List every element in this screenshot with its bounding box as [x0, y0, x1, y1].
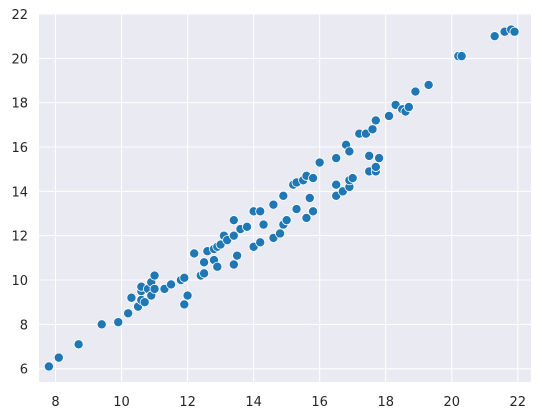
scatter-point [258, 219, 269, 230]
scatter-point [126, 292, 137, 303]
scatter-point [291, 204, 302, 215]
scatter-point [314, 157, 325, 168]
scatter-point [364, 150, 375, 161]
x-tick-label: 20 [443, 395, 460, 410]
scatter-point [331, 153, 342, 164]
x-tick-label: 16 [311, 395, 328, 410]
y-tick-label: 18 [11, 97, 28, 112]
scatter-point [489, 31, 500, 42]
y-tick-label: 12 [11, 230, 28, 245]
scatter-point [410, 86, 421, 97]
scatter-point [301, 212, 312, 223]
scatter-point [255, 206, 266, 217]
scatter-point [403, 102, 414, 113]
scatter-point [179, 272, 190, 283]
scatter-point [199, 257, 210, 268]
data-points [43, 24, 520, 372]
scatter-point [281, 215, 292, 226]
scatter-point [228, 230, 239, 241]
x-tick-label: 10 [113, 395, 130, 410]
scatter-point [268, 199, 279, 210]
scatter-point [228, 259, 239, 270]
scatter-point [189, 248, 200, 259]
scatter-point [308, 173, 319, 184]
scatter-point [275, 228, 286, 239]
x-tick-label: 14 [245, 395, 262, 410]
scatter-point [374, 153, 385, 164]
y-tick-label: 14 [11, 185, 28, 200]
scatter-point [370, 161, 381, 172]
x-tick-label: 12 [179, 395, 196, 410]
scatter-point [166, 279, 177, 290]
y-tick-label: 10 [11, 274, 28, 289]
scatter-point [199, 268, 210, 279]
scatter-point [113, 317, 124, 328]
scatter-point [255, 237, 266, 248]
x-tick-label: 22 [510, 395, 527, 410]
scatter-point [43, 361, 54, 372]
y-tick-label: 20 [11, 52, 28, 67]
y-tick-label: 6 [20, 363, 28, 378]
y-tick-label: 22 [11, 8, 28, 23]
x-axis-ticks: 8 10 12 14 16 18 20 22 [51, 395, 526, 410]
scatter-point [304, 192, 315, 203]
scatter-point [308, 206, 319, 217]
grid-lines [39, 13, 531, 382]
scatter-point [73, 339, 84, 350]
scatter-point [242, 221, 253, 232]
scatter-point [149, 283, 160, 294]
scatter-point [212, 261, 223, 272]
scatter-point [331, 179, 342, 190]
scatter-point [228, 215, 239, 226]
y-tick-label: 8 [20, 318, 28, 333]
scatter-point [347, 173, 358, 184]
scatter-point [509, 26, 520, 37]
scatter-point [423, 79, 434, 90]
scatter-point [123, 308, 134, 319]
scatter-point [456, 51, 467, 62]
scatter-point [367, 124, 378, 135]
scatter-point [53, 352, 64, 363]
scatter-point [149, 270, 160, 281]
scatter-point [179, 299, 190, 310]
x-tick-label: 18 [377, 395, 394, 410]
y-axis-ticks: 6 8 10 12 14 16 18 20 22 [11, 8, 28, 378]
scatter-point [370, 115, 381, 126]
scatter-point [139, 297, 150, 308]
scatter-point [344, 146, 355, 157]
scatter-point [278, 190, 289, 201]
scatter-point [182, 290, 193, 301]
scatter-point [384, 110, 395, 121]
scatter-point [96, 319, 107, 330]
scatter-point [232, 250, 243, 261]
x-tick-label: 8 [51, 395, 59, 410]
y-tick-label: 16 [11, 141, 28, 156]
